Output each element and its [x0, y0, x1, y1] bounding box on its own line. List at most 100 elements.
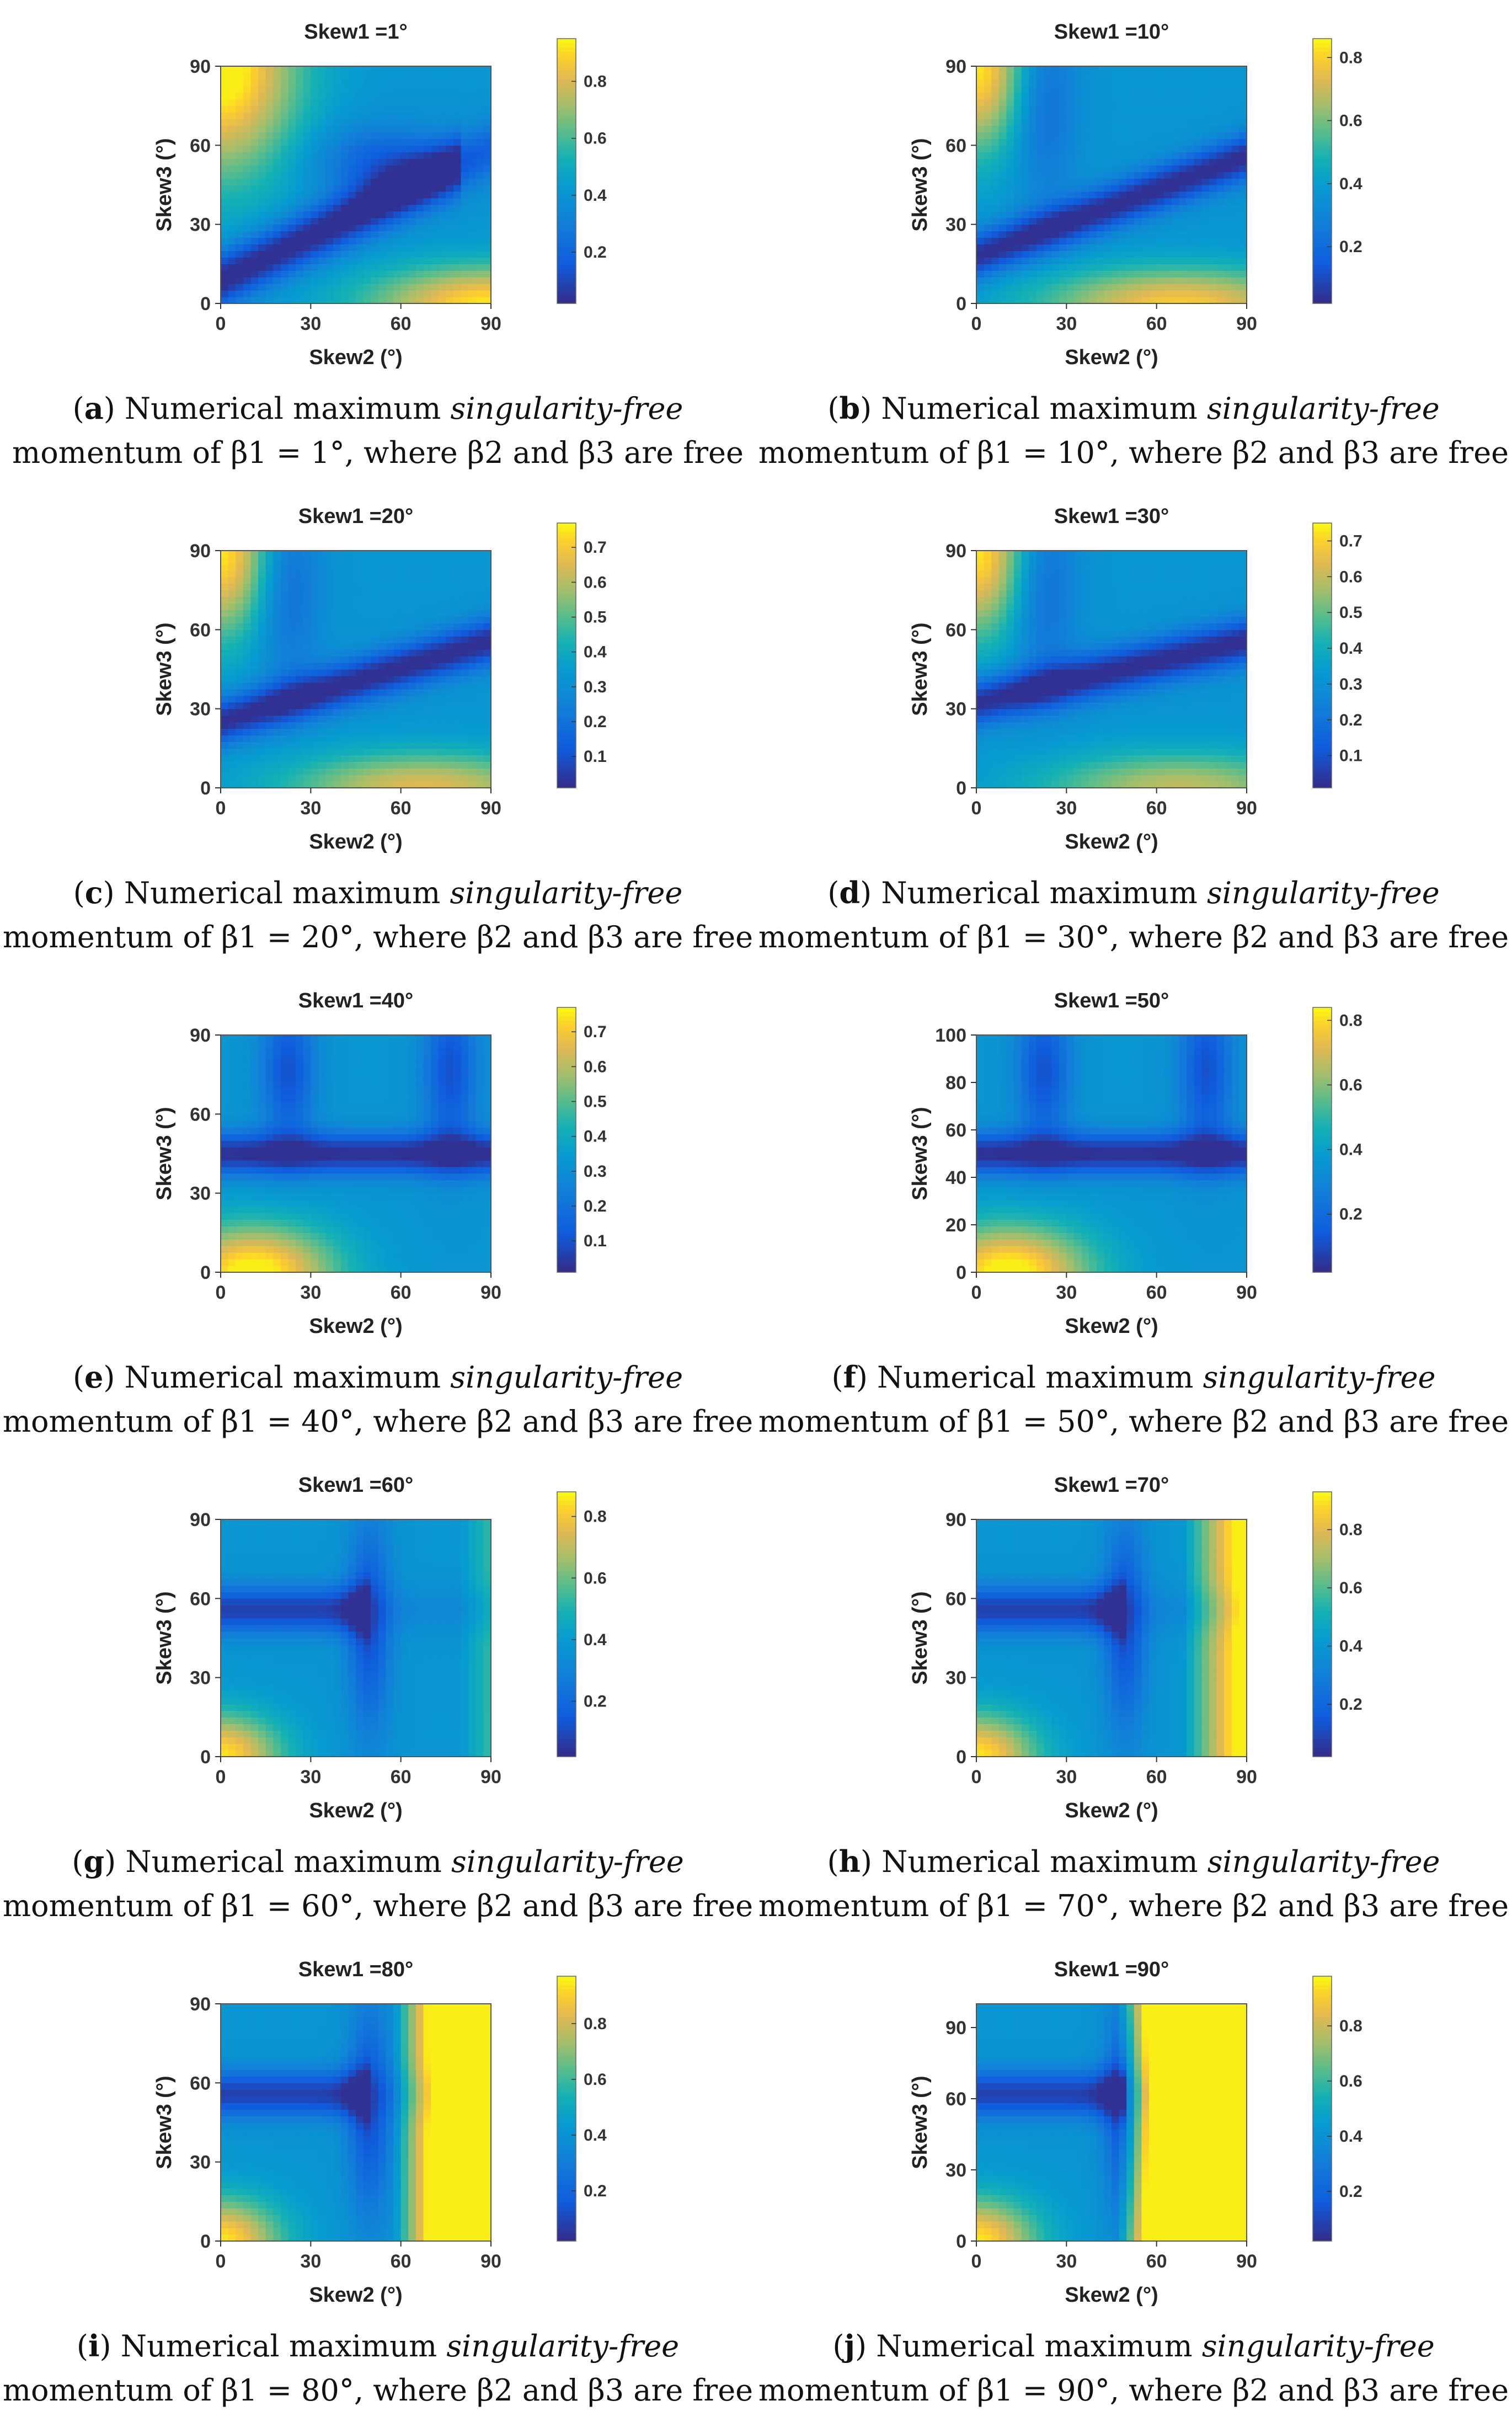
heatmap-cell	[423, 145, 431, 152]
heatmap-cell	[363, 237, 371, 245]
heatmap-cell	[236, 79, 244, 87]
heatmap-cell	[280, 768, 289, 775]
heatmap-cell	[453, 172, 462, 179]
heatmap-cell	[976, 198, 985, 205]
heatmap-cell	[1036, 211, 1045, 218]
heatmap-cell	[423, 250, 431, 258]
heatmap-cell	[991, 577, 1000, 584]
heatmap-cell	[438, 656, 446, 663]
heatmap-cell	[378, 145, 387, 152]
heatmap-cell	[1006, 563, 1014, 571]
heatmap-cell	[363, 277, 371, 284]
heatmap-cell	[475, 297, 484, 304]
heatmap-cell	[1006, 172, 1014, 179]
heatmap-cell	[1014, 775, 1022, 782]
heatmap-cell	[1187, 284, 1195, 291]
heatmap-cell	[446, 728, 454, 736]
heatmap-cell	[1134, 145, 1142, 152]
heatmap-cell	[296, 603, 304, 611]
heatmap-cell	[483, 105, 491, 113]
heatmap-cell	[265, 185, 274, 192]
heatmap-cell	[1112, 178, 1120, 185]
heatmap-cell	[408, 557, 416, 564]
heatmap-cell	[408, 250, 416, 258]
heatmap-cell	[991, 145, 1000, 152]
heatmap-cell	[998, 178, 1007, 185]
heatmap-cell	[1044, 715, 1052, 723]
heatmap-cell	[273, 689, 281, 696]
heatmap-cell	[400, 72, 409, 80]
heatmap-cell	[1021, 722, 1029, 729]
heatmap-cell	[1134, 735, 1142, 742]
heatmap-cell	[1066, 211, 1075, 218]
heatmap-cell	[400, 722, 409, 729]
heatmap-cell	[1112, 198, 1120, 205]
heatmap-cell	[363, 198, 371, 205]
heatmap-cell	[1089, 217, 1097, 225]
heatmap-cell	[318, 768, 327, 775]
heatmap-cell	[318, 741, 327, 749]
heatmap-cell	[228, 623, 236, 630]
heatmap-cell	[1006, 119, 1014, 126]
heatmap-cell	[1126, 577, 1135, 584]
heatmap-cell	[348, 92, 356, 100]
heatmap-cell	[1171, 264, 1180, 271]
heatmap-cell	[976, 72, 985, 80]
heatmap-cell	[1119, 695, 1127, 703]
heatmap-cell	[296, 596, 304, 604]
heatmap-cell	[333, 284, 341, 291]
heatmap-cell	[1066, 138, 1075, 146]
heatmap-cell	[1051, 775, 1060, 782]
heatmap-cell	[1006, 284, 1014, 291]
heatmap-cell	[228, 297, 236, 304]
heatmap-cell	[1036, 669, 1045, 676]
heatmap-cell	[1021, 185, 1029, 192]
heatmap-cell	[280, 675, 289, 683]
heatmap-cell	[1089, 231, 1097, 238]
heatmap-cell	[318, 656, 327, 663]
heatmap-cell	[236, 755, 244, 762]
heatmap-cell	[1066, 590, 1075, 598]
heatmap-cell	[1059, 79, 1067, 87]
heatmap-cell	[296, 735, 304, 742]
colorbar-step	[557, 268, 576, 273]
heatmap-cell	[340, 570, 349, 578]
heatmap-cell	[311, 663, 319, 670]
heatmap-cell	[273, 284, 281, 291]
heatmap-cell	[475, 92, 484, 100]
heatmap-cell	[1149, 178, 1157, 185]
heatmap-cell	[356, 152, 364, 159]
heatmap-cell	[273, 178, 281, 185]
heatmap-cell	[250, 636, 259, 643]
heatmap-cell	[393, 610, 402, 617]
heatmap-cell	[243, 105, 252, 113]
heatmap-cell	[311, 112, 319, 120]
heatmap-cell	[318, 165, 327, 172]
heatmap-cell	[273, 682, 281, 690]
heatmap-cell	[1081, 663, 1089, 670]
heatmap-cell	[1171, 284, 1180, 291]
heatmap-cell	[386, 775, 394, 782]
heatmap-cell	[453, 277, 462, 284]
heatmap-cell	[1141, 270, 1150, 278]
colorbar-step	[557, 250, 576, 255]
heatmap-cell	[1134, 290, 1142, 297]
heatmap-cell	[1036, 695, 1045, 703]
colorbar-step	[557, 220, 576, 225]
heatmap-cell	[998, 689, 1007, 696]
heatmap-cell	[1073, 178, 1082, 185]
heatmap-cell	[1036, 590, 1045, 598]
heatmap-cell	[1104, 775, 1112, 782]
colorbar-step	[557, 277, 576, 282]
heatmap-cell	[1096, 649, 1104, 657]
heatmap-cell	[976, 138, 985, 146]
heatmap-cell	[363, 656, 371, 663]
heatmap-cell	[288, 86, 296, 93]
heatmap-cell	[1239, 264, 1247, 271]
heatmap-cell	[280, 708, 289, 716]
heatmap-cell	[415, 237, 424, 245]
colorbar-step	[557, 47, 576, 52]
heatmap-cell	[356, 105, 364, 113]
heatmap-cell	[393, 132, 402, 139]
heatmap-cell	[1126, 198, 1135, 205]
